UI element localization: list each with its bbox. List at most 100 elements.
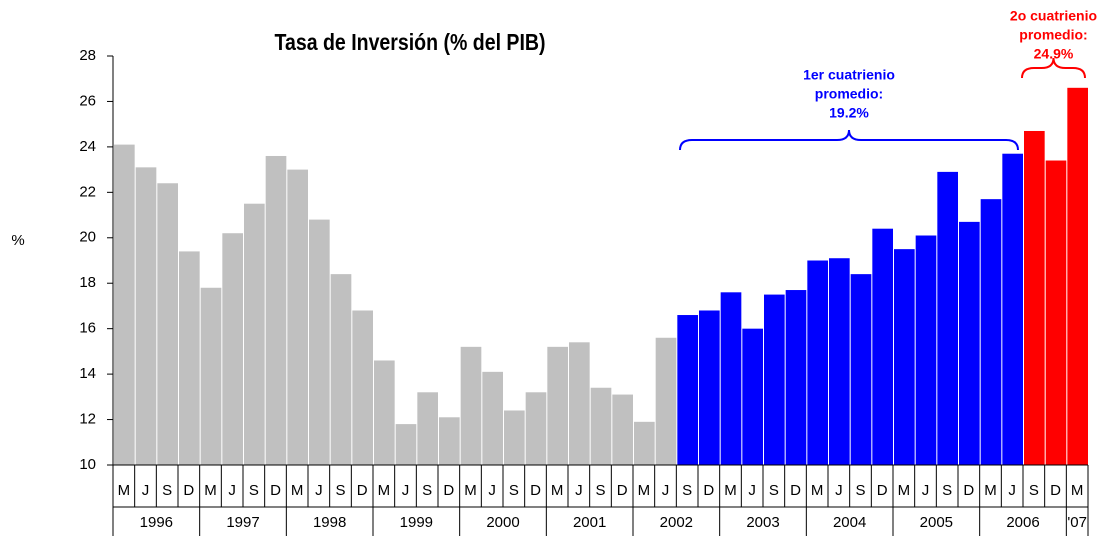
y-tick-label: 20 bbox=[79, 229, 96, 246]
bar bbox=[677, 315, 698, 465]
bar bbox=[287, 169, 308, 465]
bar bbox=[807, 260, 828, 465]
bar bbox=[395, 424, 417, 465]
bar bbox=[309, 219, 330, 465]
x-tick-label: M bbox=[811, 482, 824, 499]
bar bbox=[265, 155, 287, 465]
bar bbox=[114, 144, 135, 465]
y-tick-label: 22 bbox=[79, 183, 96, 200]
x-tick-label: S bbox=[249, 482, 259, 499]
x-tick-label: S bbox=[942, 482, 952, 499]
x-tick-label: M bbox=[1071, 482, 1084, 499]
annotation: 24.9% bbox=[1034, 46, 1074, 62]
year-label: 2006 bbox=[1006, 514, 1039, 531]
bar bbox=[374, 360, 395, 465]
annotation: promedio: bbox=[815, 86, 883, 102]
x-tick-label: J bbox=[662, 482, 670, 499]
x-tick-label: J bbox=[142, 482, 150, 499]
bar bbox=[135, 167, 157, 466]
x-tick-label: S bbox=[335, 482, 345, 499]
brace bbox=[1021, 57, 1086, 79]
x-tick-label: D bbox=[963, 482, 974, 499]
bar bbox=[200, 287, 222, 465]
x-tick-label: J bbox=[315, 482, 323, 499]
x-tick-label: M bbox=[551, 482, 564, 499]
bar bbox=[959, 221, 980, 465]
bar bbox=[764, 294, 785, 465]
x-tick-label: S bbox=[1029, 482, 1039, 499]
bar bbox=[1067, 87, 1088, 466]
year-label: 2000 bbox=[486, 514, 519, 531]
x-tick-label: J bbox=[488, 482, 496, 499]
bar bbox=[980, 199, 1002, 465]
bar bbox=[157, 183, 178, 465]
bar bbox=[547, 346, 568, 465]
x-tick-label: D bbox=[703, 482, 714, 499]
x-tick-label: S bbox=[682, 482, 692, 499]
bar bbox=[634, 421, 655, 465]
brace bbox=[679, 129, 1019, 151]
x-tick-label: S bbox=[595, 482, 605, 499]
year-label: 1996 bbox=[140, 514, 173, 531]
bar bbox=[1024, 130, 1045, 465]
bar bbox=[699, 310, 720, 465]
year-label: 2003 bbox=[746, 514, 779, 531]
bar bbox=[330, 274, 352, 465]
x-tick-label: M bbox=[898, 482, 911, 499]
bar bbox=[720, 292, 742, 465]
x-tick-label: S bbox=[769, 482, 779, 499]
x-tick-label: M bbox=[204, 482, 217, 499]
x-tick-label: J bbox=[402, 482, 410, 499]
bar bbox=[872, 228, 893, 465]
x-tick-label: J bbox=[575, 482, 583, 499]
bar bbox=[439, 417, 460, 465]
year-label: 1998 bbox=[313, 514, 346, 531]
bar bbox=[915, 235, 937, 465]
annotation: 19.2% bbox=[829, 105, 869, 121]
x-tick-label: J bbox=[1008, 482, 1016, 499]
bar bbox=[612, 394, 633, 465]
x-tick-label: S bbox=[509, 482, 519, 499]
x-tick-label: M bbox=[378, 482, 391, 499]
x-tick-label: M bbox=[118, 482, 131, 499]
bar bbox=[525, 392, 547, 465]
x-tick-label: S bbox=[162, 482, 172, 499]
year-label: 2004 bbox=[833, 514, 866, 531]
y-tick-label: 24 bbox=[79, 138, 96, 155]
x-tick-label: J bbox=[922, 482, 930, 499]
bar bbox=[417, 392, 438, 465]
x-tick-label: D bbox=[1050, 482, 1061, 499]
bar bbox=[179, 251, 200, 465]
annotation: promedio: bbox=[1019, 27, 1087, 43]
bar bbox=[222, 233, 243, 465]
bar bbox=[569, 342, 590, 465]
x-tick-label: D bbox=[530, 482, 541, 499]
x-tick-label: M bbox=[291, 482, 304, 499]
year-label: 2001 bbox=[573, 514, 606, 531]
bar bbox=[785, 290, 807, 465]
x-tick-label: D bbox=[443, 482, 454, 499]
x-tick-label: M bbox=[984, 482, 997, 499]
y-tick-label: 16 bbox=[79, 320, 96, 337]
bar bbox=[655, 337, 677, 465]
y-tick-label: 26 bbox=[79, 92, 96, 109]
year-label: 1999 bbox=[400, 514, 433, 531]
bar bbox=[244, 203, 265, 465]
bar bbox=[482, 371, 503, 465]
x-tick-label: D bbox=[183, 482, 194, 499]
x-tick-label: S bbox=[855, 482, 865, 499]
year-label: 2005 bbox=[920, 514, 953, 531]
x-tick-label: D bbox=[617, 482, 628, 499]
x-tick-label: M bbox=[464, 482, 477, 499]
x-tick-label: D bbox=[357, 482, 368, 499]
bar bbox=[460, 346, 482, 465]
x-tick-label: J bbox=[228, 482, 236, 499]
year-label: '07 bbox=[1067, 514, 1087, 531]
year-label: 2002 bbox=[660, 514, 693, 531]
y-tick-label: 10 bbox=[79, 456, 96, 473]
y-tick-label: 18 bbox=[79, 274, 96, 291]
bar bbox=[742, 328, 763, 465]
bar bbox=[1045, 160, 1067, 465]
